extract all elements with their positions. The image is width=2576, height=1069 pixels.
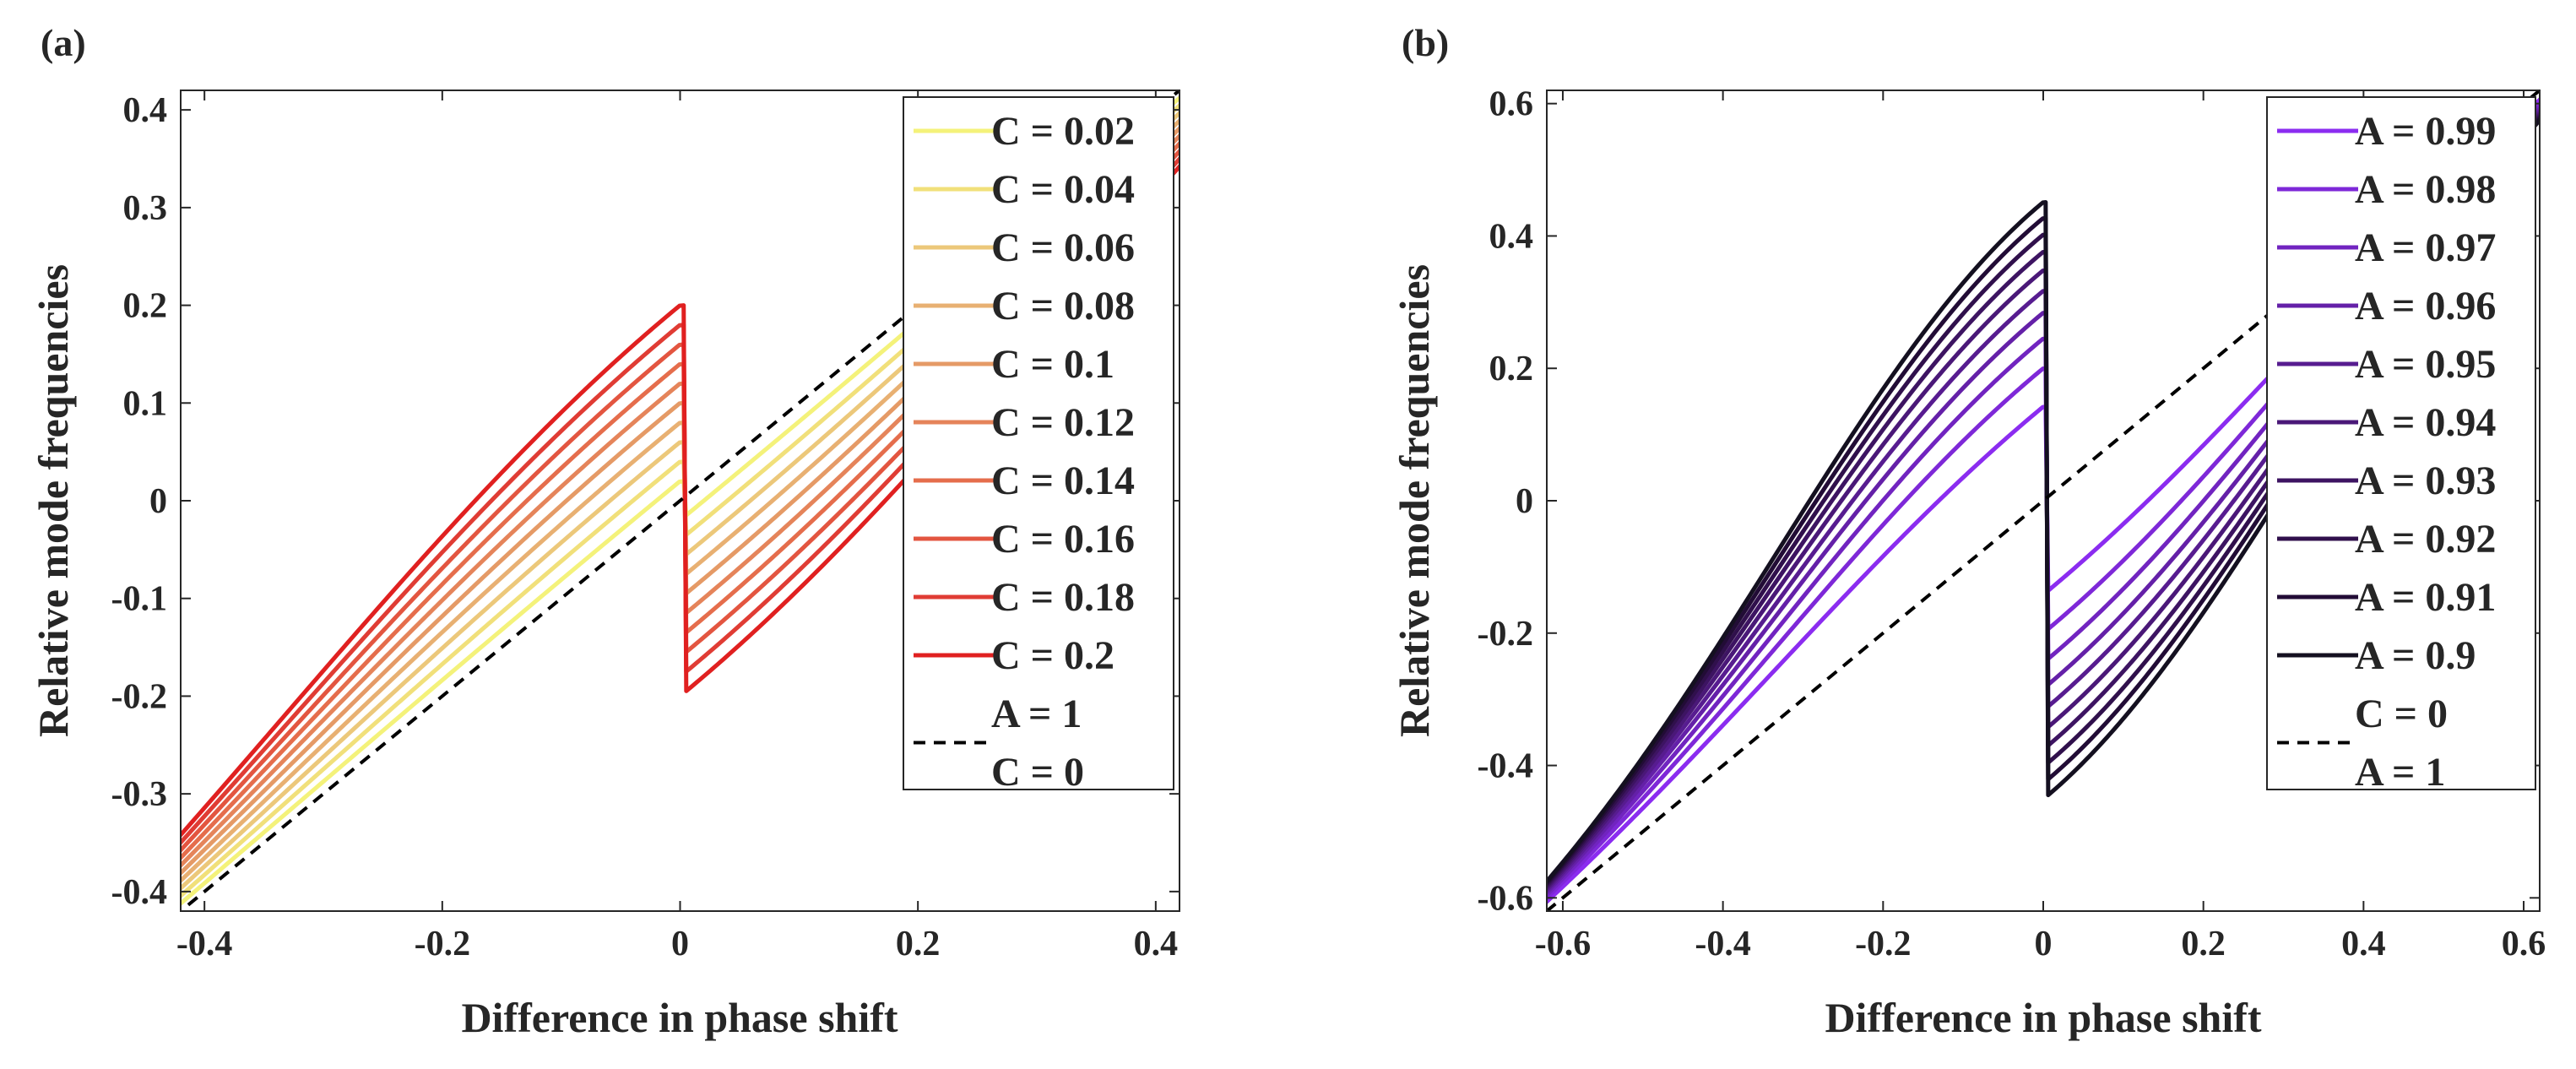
panel-a-legend-label: C = 0.16 — [991, 517, 1135, 562]
panel-a-y-tick-label: 0.1 — [123, 384, 168, 423]
panel-b-legend-label: A = 0.9 — [2355, 633, 2476, 678]
panel-b-y-tick-label: 0 — [1516, 482, 1533, 521]
panel-b-x-axis-label: Difference in phase shift — [1825, 994, 2261, 1041]
panel-b-legend-label: A = 0.99 — [2355, 109, 2496, 154]
panel-a-x-tick-label: 0.4 — [1134, 925, 1179, 963]
panel-b-legend-label: A = 1 — [2355, 750, 2445, 795]
panel-a-legend-box — [903, 96, 1174, 790]
panel-a-x-tick-label: 0.2 — [896, 925, 941, 963]
panel-b-x-tick-label: 0.4 — [2341, 925, 2386, 963]
panel-b-legend: A = 0.99 A = 0.98 A = 0.97 A = 0.96 A = 0.95… — [2266, 96, 2536, 795]
panel-b-legend-box — [2266, 96, 2536, 790]
panel-a-x-tick-label: 0 — [671, 925, 689, 963]
panel-a-legend-label: C = 0.14 — [991, 459, 1135, 503]
panel-b-legend-label: A = 0.95 — [2355, 342, 2496, 387]
panel-a-legend-label: C = 0.2 — [991, 633, 1114, 678]
panel-a-legend-label: C = 0.18 — [991, 575, 1135, 620]
panel-a-y-axis-label: Relative mode frequencies — [30, 264, 77, 737]
panel-b-x-tick-label: 0 — [2035, 925, 2053, 963]
panel-a-y-tick-label: 0.4 — [123, 91, 168, 130]
panel-a-series-line-11 — [181, 90, 1180, 911]
panel-a-legend-label: C = 0.02 — [991, 109, 1135, 154]
panel-b-legend-label: A = 0.97 — [2355, 225, 2496, 270]
panel-a-x-axis-label: Difference in phase shift — [461, 994, 898, 1041]
panel-b-legend-label: A = 0.98 — [2355, 167, 2496, 212]
panel-a-label: (a) — [41, 21, 86, 64]
panel-b-label: (b) — [1402, 21, 1449, 64]
panel-a-y-tick-label: 0.2 — [123, 287, 168, 326]
panel-a-y-tick-label: -0.3 — [111, 775, 168, 814]
panel-b-y-tick-label: 0.6 — [1489, 85, 1534, 124]
panel-a-legend-label: C = 0.12 — [991, 400, 1135, 445]
panel-b-legend-label: A = 0.94 — [2355, 400, 2496, 445]
panel-b-y-tick-label: -0.6 — [1478, 879, 1534, 918]
panel-a-legend-label: C = 0.06 — [991, 225, 1135, 270]
panel-b: (b) -0.6 -0.4 -0.2 0 0.2 0.4 0.6 -0.6 -0.4 -0.2 0… — [1391, 21, 2546, 1041]
panel-a-y-tick-label: -0.2 — [111, 677, 168, 716]
panel-a-legend: C = 0.02 C = 0.04 C = 0.06 C = 0.08 C = 0.1 C… — [903, 96, 1174, 795]
panel-b-legend-label: A = 0.92 — [2355, 517, 2496, 562]
panel-a-legend-label: C = 0.1 — [991, 342, 1114, 387]
panel-a-legend-label: C = 0 — [991, 750, 1084, 795]
panel-a-x-tick-label: -0.4 — [176, 925, 233, 963]
panel-b-y-tick-label: 0.2 — [1489, 350, 1534, 388]
panel-a-legend-label: A = 1 — [991, 692, 1082, 736]
panel-a-y-tick-label: -0.4 — [111, 873, 168, 912]
panel-a-x-tick-label: -0.2 — [415, 925, 471, 963]
panel-b-legend-label: C = 0 — [2355, 692, 2448, 736]
panel-b-x-tick-label: -0.6 — [1535, 925, 1592, 963]
panel-b-x-tick-label: -0.2 — [1855, 925, 1912, 963]
panel-a-legend-label: C = 0.04 — [991, 167, 1135, 212]
panel-b-y-tick-label: 0.4 — [1489, 217, 1534, 256]
panel-a: (a) -0.4 -0.2 0 0.2 0.4 -0.4 -0.3 -0.2 -0.1 0 0.1… — [30, 21, 1180, 1041]
panel-b-y-axis-label: Relative mode frequencies — [1391, 264, 1438, 737]
panel-a-y-tick-label: 0 — [149, 482, 167, 521]
panel-a-legend-label: C = 0.08 — [991, 284, 1135, 328]
panel-a-y-tick-label: 0.3 — [123, 189, 168, 228]
panel-b-x-tick-label: 0.6 — [2502, 925, 2546, 963]
panel-b-x-tick-label: 0.2 — [2181, 925, 2226, 963]
panel-a-y-tick-label: -0.1 — [111, 580, 168, 619]
panel-b-y-tick-label: -0.2 — [1478, 615, 1534, 654]
panel-b-legend-label: A = 0.96 — [2355, 284, 2496, 328]
panel-b-legend-label: A = 0.91 — [2355, 575, 2496, 620]
panel-b-x-tick-label: -0.4 — [1695, 925, 1751, 963]
panel-b-legend-label: A = 0.93 — [2355, 459, 2496, 503]
panel-b-y-tick-label: -0.4 — [1478, 747, 1534, 786]
